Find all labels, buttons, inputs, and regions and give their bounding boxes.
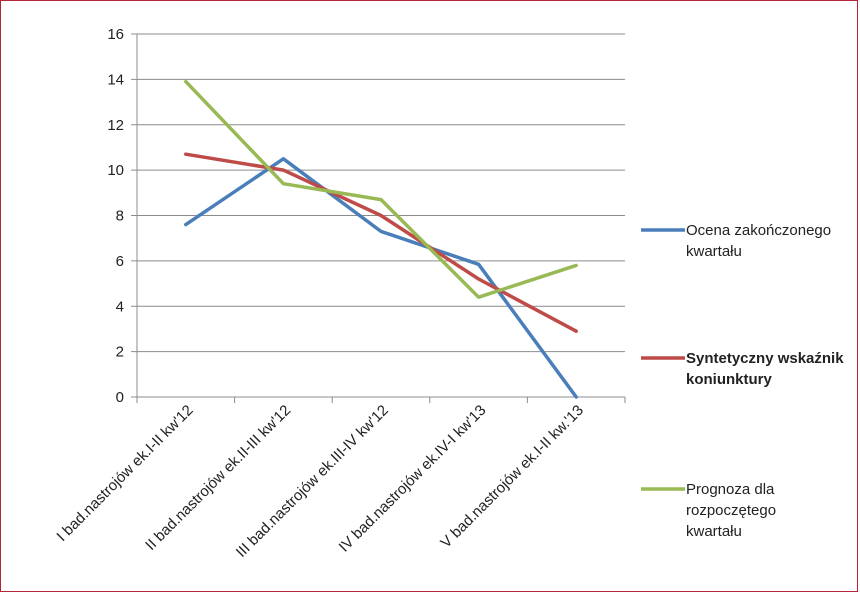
y-tick-label: 6 (116, 253, 124, 270)
legend-label: koniunktury (686, 371, 772, 388)
axes (131, 33, 626, 403)
legend-item-1: Ocena zakończonego kwartału (641, 222, 831, 260)
y-tick-label: 16 (107, 26, 124, 43)
x-tick-label: III bad.nastrojów ek.III-IV kw'12 (233, 402, 392, 561)
y-tick-label: 2 (116, 344, 124, 361)
series-line-3 (184, 79, 578, 299)
legend-label: rozpoczętego (686, 502, 776, 519)
y-tick-label: 10 (107, 162, 124, 179)
series-line-1 (184, 157, 578, 399)
legend-label: kwartału (686, 523, 742, 540)
y-tick-label: 4 (116, 298, 124, 315)
gridlines (137, 33, 625, 353)
y-tick-labels: 0 2 4 6 8 10 12 14 16 (107, 26, 124, 406)
legend: Ocena zakończonego kwartału Syntetyczny ws… (641, 222, 844, 540)
series-line-2 (184, 152, 578, 333)
legend-label: Syntetyczny wskaźnik (686, 350, 844, 367)
legend-label: Ocena zakończonego (686, 222, 831, 239)
legend-label: Prognoza dla (686, 481, 775, 498)
legend-item-3: Prognoza dla rozpoczętego kwartału (641, 481, 776, 540)
y-tick-label: 0 (116, 389, 124, 406)
y-tick-label: 14 (107, 71, 124, 88)
y-tick-label: 12 (107, 117, 124, 134)
legend-label: kwartału (686, 243, 742, 260)
series-lines (184, 79, 578, 399)
legend-item-2: Syntetyczny wskaźnik koniunktury (641, 350, 844, 388)
y-tick-label: 8 (116, 208, 124, 225)
